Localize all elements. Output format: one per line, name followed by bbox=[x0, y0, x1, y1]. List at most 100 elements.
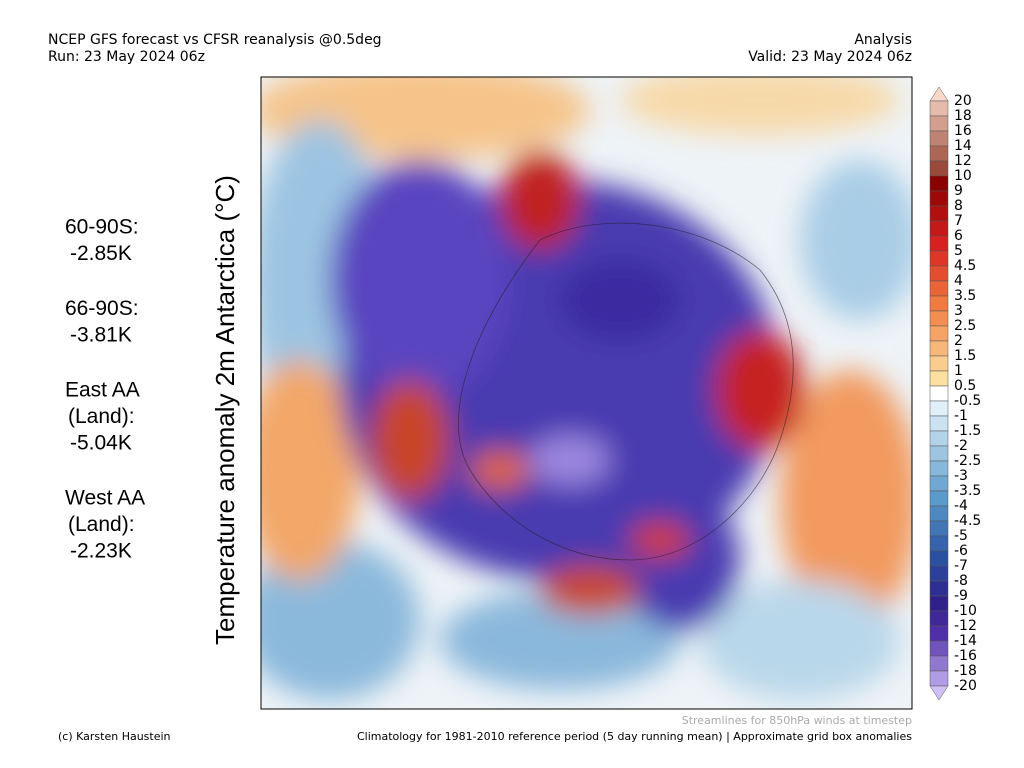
stat-value: -3.81K bbox=[70, 324, 132, 347]
colorbar-label: -18 bbox=[954, 663, 977, 679]
colorbar-label: -16 bbox=[954, 648, 977, 664]
colorbar-bin bbox=[929, 535, 949, 552]
colorbar-label: -12 bbox=[954, 618, 977, 634]
colorbar-bin bbox=[929, 490, 949, 507]
colorbar-label: -9 bbox=[954, 588, 968, 604]
colorbar-label: 18 bbox=[954, 108, 972, 124]
colorbar-bin bbox=[929, 550, 949, 567]
colorbar-bin bbox=[929, 265, 949, 282]
analysis-label: Analysis bbox=[854, 32, 912, 48]
colorbar-label: -2.5 bbox=[954, 453, 981, 469]
colorbar-bin bbox=[929, 160, 949, 177]
colorbar-bin bbox=[929, 175, 949, 192]
colorbar-label: -4 bbox=[954, 498, 968, 514]
colorbar-bin bbox=[929, 340, 949, 357]
colorbar-label: 5 bbox=[954, 243, 963, 259]
colorbar-bin bbox=[929, 565, 949, 582]
stat-label: (Land): bbox=[68, 405, 135, 428]
stat-value: -2.85K bbox=[70, 242, 132, 265]
colorbar-bin bbox=[929, 370, 949, 387]
stat-label: East AA bbox=[65, 379, 140, 402]
colorbar-label: 7 bbox=[954, 213, 963, 229]
y-axis-label: Temperature anomaly 2m Antarctica (°C) bbox=[210, 175, 240, 645]
colorbar-label: -2 bbox=[954, 438, 968, 454]
colorbar-bin bbox=[929, 250, 949, 267]
colorbar-label: 9 bbox=[954, 183, 963, 199]
colorbar-bin bbox=[929, 625, 949, 642]
colorbar-label: 16 bbox=[954, 123, 972, 139]
colorbar-label: 4.5 bbox=[954, 258, 976, 274]
colorbar-label: -14 bbox=[954, 633, 977, 649]
valid-time: Valid: 23 May 2024 06z bbox=[748, 49, 912, 65]
colorbar-bin bbox=[929, 460, 949, 477]
colorbar-bin bbox=[929, 475, 949, 492]
colorbar-label: -1 bbox=[954, 408, 968, 424]
streamline-note: Streamlines for 850hPa winds at timestep bbox=[682, 714, 912, 727]
stat-value: -2.23K bbox=[70, 540, 132, 563]
colorbar-bin bbox=[929, 415, 949, 432]
stat-label: (Land): bbox=[68, 513, 135, 536]
colorbar-label: 3.5 bbox=[954, 288, 976, 304]
colorbar-label: 4 bbox=[954, 273, 963, 289]
colorbar-bin bbox=[929, 595, 949, 612]
colorbar-bin bbox=[929, 235, 949, 252]
colorbar-bin bbox=[929, 655, 949, 672]
colorbar-label: 2 bbox=[954, 333, 963, 349]
colorbar-label: -5 bbox=[954, 528, 968, 544]
colorbar-label: -20 bbox=[954, 678, 977, 694]
colorbar-bin bbox=[929, 145, 949, 162]
colorbar-bin bbox=[929, 190, 949, 207]
colorbar-label: -8 bbox=[954, 573, 968, 589]
anomaly-map bbox=[261, 77, 912, 709]
colorbar-label: 2.5 bbox=[954, 318, 976, 334]
colorbar-bin bbox=[929, 115, 949, 132]
title: NCEP GFS forecast vs CFSR reanalysis @0.… bbox=[48, 32, 382, 48]
colorbar-label: -1.5 bbox=[954, 423, 981, 439]
colorbar-label: -3.5 bbox=[954, 483, 981, 499]
stat-label: West AA bbox=[65, 487, 145, 510]
colorbar-bin bbox=[929, 325, 949, 342]
colorbar-bin bbox=[929, 280, 949, 297]
colorbar-label: 14 bbox=[954, 138, 972, 154]
stat-value: -5.04K bbox=[70, 432, 132, 455]
colorbar-label: -4.5 bbox=[954, 513, 981, 529]
stat-label: 60-90S: bbox=[65, 216, 139, 239]
colorbar-label: 1 bbox=[954, 363, 963, 379]
climatology-note: Climatology for 1981-2010 reference peri… bbox=[357, 730, 912, 743]
colorbar-label: -0.5 bbox=[954, 393, 981, 409]
colorbar-bin bbox=[929, 430, 949, 447]
colorbar-label: 0.5 bbox=[954, 378, 976, 394]
colorbar-bin bbox=[929, 130, 949, 147]
colorbar-bin bbox=[929, 310, 949, 327]
colorbar-bin bbox=[929, 445, 949, 462]
colorbar-label: 6 bbox=[954, 228, 963, 244]
colorbar-label: -10 bbox=[954, 603, 977, 619]
colorbar-label: 10 bbox=[954, 168, 972, 184]
colorbar-bin bbox=[929, 400, 949, 417]
colorbar-bin bbox=[929, 580, 949, 597]
colorbar-bin bbox=[929, 385, 949, 402]
colorbar-bin bbox=[929, 205, 949, 222]
colorbar-label: 20 bbox=[954, 93, 972, 109]
colorbar-cap bbox=[929, 86, 949, 102]
colorbar-label: -3 bbox=[954, 468, 968, 484]
colorbar-bin bbox=[929, 295, 949, 312]
colorbar-bin bbox=[929, 670, 949, 687]
colorbar-bin bbox=[929, 355, 949, 372]
colorbar-bin bbox=[929, 520, 949, 537]
colorbar-bin bbox=[929, 640, 949, 657]
colorbar-label: 12 bbox=[954, 153, 972, 169]
colorbar-bin bbox=[929, 220, 949, 237]
colorbar-label: 8 bbox=[954, 198, 963, 214]
run-time: Run: 23 May 2024 06z bbox=[48, 49, 205, 65]
colorbar-bin bbox=[929, 505, 949, 522]
colorbar-label: -7 bbox=[954, 558, 968, 574]
colorbar-bin bbox=[929, 100, 949, 117]
colorbar-label: -6 bbox=[954, 543, 968, 559]
colorbar-label: 3 bbox=[954, 303, 963, 319]
credit: (c) Karsten Haustein bbox=[58, 730, 171, 743]
colorbar-bin bbox=[929, 610, 949, 627]
stat-label: 66-90S: bbox=[65, 297, 139, 320]
